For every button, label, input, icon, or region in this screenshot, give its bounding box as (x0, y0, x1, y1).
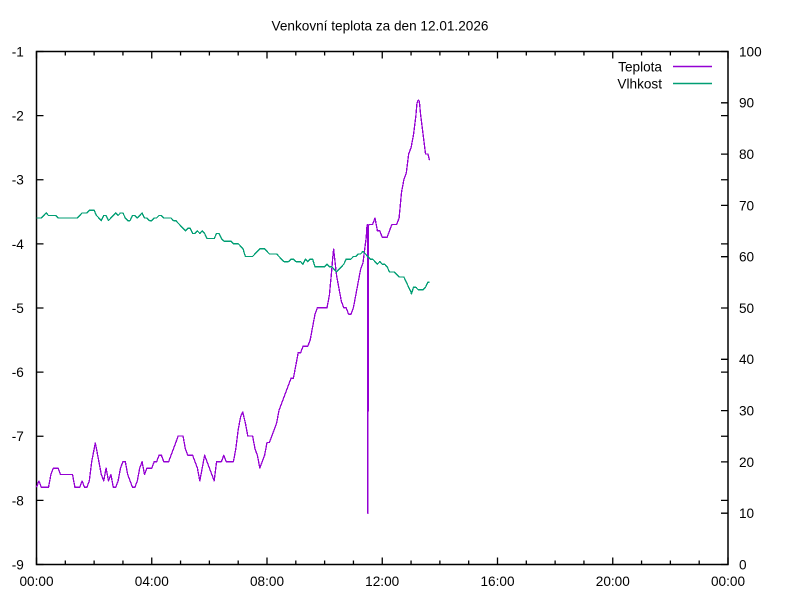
svg-text:40: 40 (739, 352, 755, 367)
svg-text:30: 30 (739, 404, 755, 419)
svg-text:0: 0 (739, 557, 747, 572)
svg-text:50: 50 (739, 301, 755, 316)
svg-text:16:00: 16:00 (480, 574, 514, 589)
svg-text:70: 70 (739, 198, 755, 213)
svg-text:08:00: 08:00 (250, 574, 284, 589)
svg-text:100: 100 (739, 44, 762, 59)
svg-text:20: 20 (739, 455, 755, 470)
svg-text:60: 60 (739, 250, 755, 265)
svg-text:-2: -2 (12, 109, 24, 124)
svg-text:-8: -8 (12, 493, 24, 508)
svg-text:-3: -3 (12, 173, 24, 188)
svg-text:Vlhkost: Vlhkost (617, 76, 662, 91)
svg-text:20:00: 20:00 (596, 574, 630, 589)
svg-text:-6: -6 (12, 365, 24, 380)
svg-text:Venkovní teplota za den 12.01.: Venkovní teplota za den 12.01.2026 (272, 19, 489, 34)
svg-text:10: 10 (739, 506, 755, 521)
svg-text:-7: -7 (12, 429, 24, 444)
svg-text:00:00: 00:00 (19, 574, 53, 589)
svg-text:04:00: 04:00 (135, 574, 169, 589)
svg-text:-9: -9 (12, 557, 24, 572)
svg-text:Teplota: Teplota (618, 59, 662, 74)
svg-text:-4: -4 (12, 237, 25, 252)
svg-text:00:00: 00:00 (711, 574, 745, 589)
svg-text:90: 90 (739, 96, 755, 111)
svg-text:-1: -1 (12, 44, 24, 59)
svg-text:80: 80 (739, 147, 755, 162)
svg-text:-5: -5 (12, 301, 24, 316)
svg-text:12:00: 12:00 (365, 574, 399, 589)
